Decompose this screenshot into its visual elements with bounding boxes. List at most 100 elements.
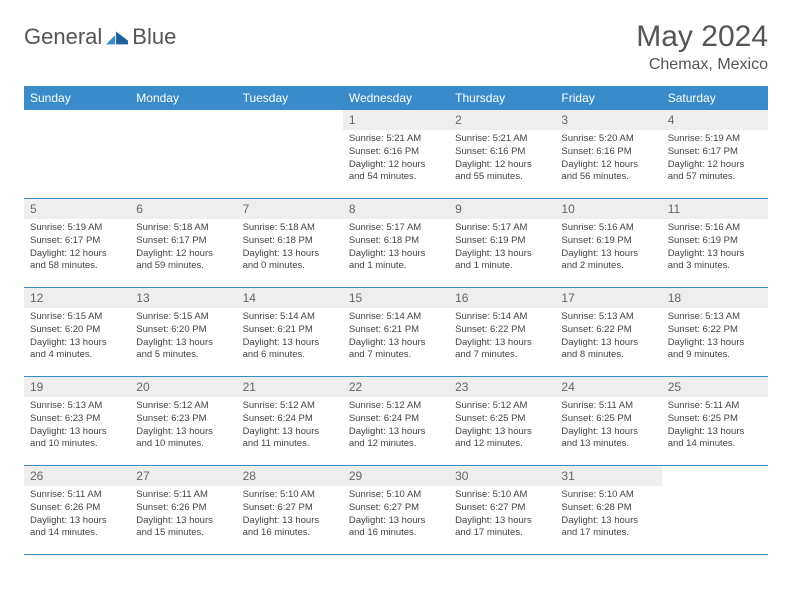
- calendar-row: 5Sunrise: 5:19 AMSunset: 6:17 PMDaylight…: [24, 199, 768, 288]
- weekday-header: Tuesday: [237, 86, 343, 110]
- day-number: 1: [343, 110, 449, 130]
- location: Chemax, Mexico: [636, 56, 768, 74]
- day-number: 8: [343, 199, 449, 219]
- weekday-header: Friday: [555, 86, 661, 110]
- weekday-header: Saturday: [662, 86, 768, 110]
- day-details: Sunrise: 5:16 AMSunset: 6:19 PMDaylight:…: [662, 219, 768, 277]
- logo-icon: [106, 29, 128, 45]
- calendar-cell: 2Sunrise: 5:21 AMSunset: 6:16 PMDaylight…: [449, 110, 555, 199]
- day-details: Sunrise: 5:14 AMSunset: 6:21 PMDaylight:…: [343, 308, 449, 366]
- calendar-cell: 4Sunrise: 5:19 AMSunset: 6:17 PMDaylight…: [662, 110, 768, 199]
- header: General Blue May 2024 Chemax, Mexico: [24, 20, 768, 74]
- calendar-row: 12Sunrise: 5:15 AMSunset: 6:20 PMDayligh…: [24, 288, 768, 377]
- calendar-row: 1Sunrise: 5:21 AMSunset: 6:16 PMDaylight…: [24, 110, 768, 199]
- day-number: 21: [237, 377, 343, 397]
- day-details: Sunrise: 5:19 AMSunset: 6:17 PMDaylight:…: [662, 130, 768, 188]
- day-details: Sunrise: 5:18 AMSunset: 6:17 PMDaylight:…: [130, 219, 236, 277]
- calendar-cell: 12Sunrise: 5:15 AMSunset: 6:20 PMDayligh…: [24, 288, 130, 377]
- calendar-body: 1Sunrise: 5:21 AMSunset: 6:16 PMDaylight…: [24, 110, 768, 555]
- day-number: 18: [662, 288, 768, 308]
- calendar-cell: 10Sunrise: 5:16 AMSunset: 6:19 PMDayligh…: [555, 199, 661, 288]
- day-details: Sunrise: 5:10 AMSunset: 6:27 PMDaylight:…: [449, 486, 555, 544]
- day-number: 2: [449, 110, 555, 130]
- calendar-row: 19Sunrise: 5:13 AMSunset: 6:23 PMDayligh…: [24, 377, 768, 466]
- day-number: 26: [24, 466, 130, 486]
- calendar-cell: 17Sunrise: 5:13 AMSunset: 6:22 PMDayligh…: [555, 288, 661, 377]
- weekday-header: Wednesday: [343, 86, 449, 110]
- calendar-cell: 7Sunrise: 5:18 AMSunset: 6:18 PMDaylight…: [237, 199, 343, 288]
- calendar-cell: 22Sunrise: 5:12 AMSunset: 6:24 PMDayligh…: [343, 377, 449, 466]
- calendar-cell: 19Sunrise: 5:13 AMSunset: 6:23 PMDayligh…: [24, 377, 130, 466]
- day-number: 11: [662, 199, 768, 219]
- calendar-cell: 3Sunrise: 5:20 AMSunset: 6:16 PMDaylight…: [555, 110, 661, 199]
- day-number: 9: [449, 199, 555, 219]
- day-number: 29: [343, 466, 449, 486]
- day-number: 15: [343, 288, 449, 308]
- calendar-cell: 30Sunrise: 5:10 AMSunset: 6:27 PMDayligh…: [449, 466, 555, 555]
- day-details: Sunrise: 5:19 AMSunset: 6:17 PMDaylight:…: [24, 219, 130, 277]
- day-details: Sunrise: 5:14 AMSunset: 6:21 PMDaylight:…: [237, 308, 343, 366]
- calendar-table: SundayMondayTuesdayWednesdayThursdayFrid…: [24, 86, 768, 555]
- day-details: Sunrise: 5:11 AMSunset: 6:25 PMDaylight:…: [662, 397, 768, 455]
- day-details: Sunrise: 5:10 AMSunset: 6:28 PMDaylight:…: [555, 486, 661, 544]
- day-details: Sunrise: 5:15 AMSunset: 6:20 PMDaylight:…: [24, 308, 130, 366]
- calendar-cell: [24, 110, 130, 199]
- day-details: Sunrise: 5:17 AMSunset: 6:18 PMDaylight:…: [343, 219, 449, 277]
- day-number: 30: [449, 466, 555, 486]
- day-details: Sunrise: 5:20 AMSunset: 6:16 PMDaylight:…: [555, 130, 661, 188]
- calendar-head: SundayMondayTuesdayWednesdayThursdayFrid…: [24, 86, 768, 110]
- day-details: Sunrise: 5:13 AMSunset: 6:22 PMDaylight:…: [555, 308, 661, 366]
- day-number: 17: [555, 288, 661, 308]
- calendar-cell: 27Sunrise: 5:11 AMSunset: 6:26 PMDayligh…: [130, 466, 236, 555]
- day-details: Sunrise: 5:13 AMSunset: 6:22 PMDaylight:…: [662, 308, 768, 366]
- calendar-cell: 28Sunrise: 5:10 AMSunset: 6:27 PMDayligh…: [237, 466, 343, 555]
- day-number: 5: [24, 199, 130, 219]
- page-title: May 2024: [636, 20, 768, 54]
- logo: General Blue: [24, 24, 176, 50]
- calendar-cell: 25Sunrise: 5:11 AMSunset: 6:25 PMDayligh…: [662, 377, 768, 466]
- day-number: 19: [24, 377, 130, 397]
- day-number: 7: [237, 199, 343, 219]
- day-number: 31: [555, 466, 661, 486]
- day-details: Sunrise: 5:10 AMSunset: 6:27 PMDaylight:…: [343, 486, 449, 544]
- calendar-cell: 24Sunrise: 5:11 AMSunset: 6:25 PMDayligh…: [555, 377, 661, 466]
- weekday-header: Monday: [130, 86, 236, 110]
- logo-text-1: General: [24, 24, 102, 50]
- calendar-row: 26Sunrise: 5:11 AMSunset: 6:26 PMDayligh…: [24, 466, 768, 555]
- weekday-header: Thursday: [449, 86, 555, 110]
- day-number: 27: [130, 466, 236, 486]
- day-number: 10: [555, 199, 661, 219]
- calendar-cell: 16Sunrise: 5:14 AMSunset: 6:22 PMDayligh…: [449, 288, 555, 377]
- calendar-cell: 18Sunrise: 5:13 AMSunset: 6:22 PMDayligh…: [662, 288, 768, 377]
- calendar-cell: 13Sunrise: 5:15 AMSunset: 6:20 PMDayligh…: [130, 288, 236, 377]
- day-number: 14: [237, 288, 343, 308]
- calendar-cell: 23Sunrise: 5:12 AMSunset: 6:25 PMDayligh…: [449, 377, 555, 466]
- day-number: 24: [555, 377, 661, 397]
- day-details: Sunrise: 5:12 AMSunset: 6:25 PMDaylight:…: [449, 397, 555, 455]
- day-details: Sunrise: 5:18 AMSunset: 6:18 PMDaylight:…: [237, 219, 343, 277]
- day-number: 23: [449, 377, 555, 397]
- day-details: Sunrise: 5:21 AMSunset: 6:16 PMDaylight:…: [449, 130, 555, 188]
- day-details: Sunrise: 5:12 AMSunset: 6:23 PMDaylight:…: [130, 397, 236, 455]
- calendar-cell: 5Sunrise: 5:19 AMSunset: 6:17 PMDaylight…: [24, 199, 130, 288]
- day-number: 3: [555, 110, 661, 130]
- calendar-cell: 8Sunrise: 5:17 AMSunset: 6:18 PMDaylight…: [343, 199, 449, 288]
- calendar-cell: [662, 466, 768, 555]
- calendar-cell: [237, 110, 343, 199]
- day-number: 16: [449, 288, 555, 308]
- calendar-cell: 20Sunrise: 5:12 AMSunset: 6:23 PMDayligh…: [130, 377, 236, 466]
- day-details: Sunrise: 5:17 AMSunset: 6:19 PMDaylight:…: [449, 219, 555, 277]
- day-details: Sunrise: 5:16 AMSunset: 6:19 PMDaylight:…: [555, 219, 661, 277]
- calendar-cell: 14Sunrise: 5:14 AMSunset: 6:21 PMDayligh…: [237, 288, 343, 377]
- calendar-cell: 15Sunrise: 5:14 AMSunset: 6:21 PMDayligh…: [343, 288, 449, 377]
- day-details: Sunrise: 5:15 AMSunset: 6:20 PMDaylight:…: [130, 308, 236, 366]
- calendar-cell: 6Sunrise: 5:18 AMSunset: 6:17 PMDaylight…: [130, 199, 236, 288]
- weekday-header: Sunday: [24, 86, 130, 110]
- day-details: Sunrise: 5:13 AMSunset: 6:23 PMDaylight:…: [24, 397, 130, 455]
- day-details: Sunrise: 5:11 AMSunset: 6:25 PMDaylight:…: [555, 397, 661, 455]
- logo-text-2: Blue: [132, 24, 176, 50]
- calendar-cell: 9Sunrise: 5:17 AMSunset: 6:19 PMDaylight…: [449, 199, 555, 288]
- calendar-cell: 21Sunrise: 5:12 AMSunset: 6:24 PMDayligh…: [237, 377, 343, 466]
- day-number: 28: [237, 466, 343, 486]
- day-number: 12: [24, 288, 130, 308]
